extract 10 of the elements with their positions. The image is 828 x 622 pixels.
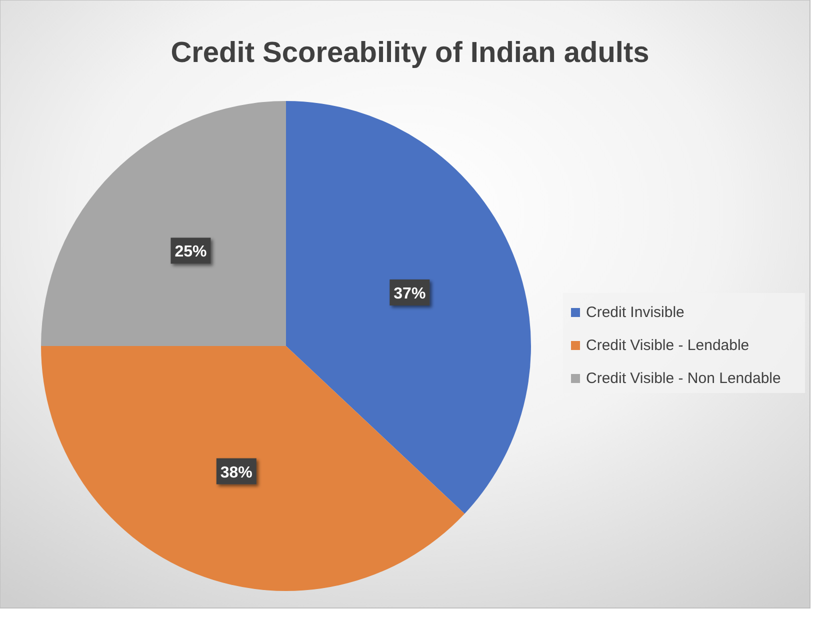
legend-label: Credit Invisible (586, 304, 684, 321)
chart-title: Credit Scoreability of Indian adults (170, 37, 650, 69)
data-label: 38% (220, 464, 252, 482)
pie-slice (286, 101, 531, 514)
pie-slice (41, 101, 286, 346)
data-label: 37% (394, 285, 426, 302)
legend-label: Credit Visible - Non Lendable (586, 370, 781, 387)
legend-label: Credit Visible - Lendable (586, 337, 750, 354)
data-label: 25% (174, 244, 207, 261)
pie-slice (41, 346, 465, 591)
